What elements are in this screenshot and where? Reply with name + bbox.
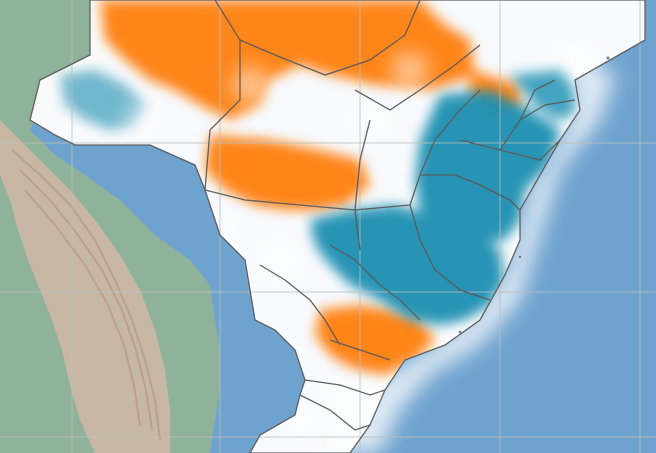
coastal-points (458, 56, 610, 334)
south-america-land (0, 0, 220, 453)
relief-texture (11, 149, 161, 441)
andes-relief (0, 120, 170, 453)
state-borders (29, 0, 646, 453)
